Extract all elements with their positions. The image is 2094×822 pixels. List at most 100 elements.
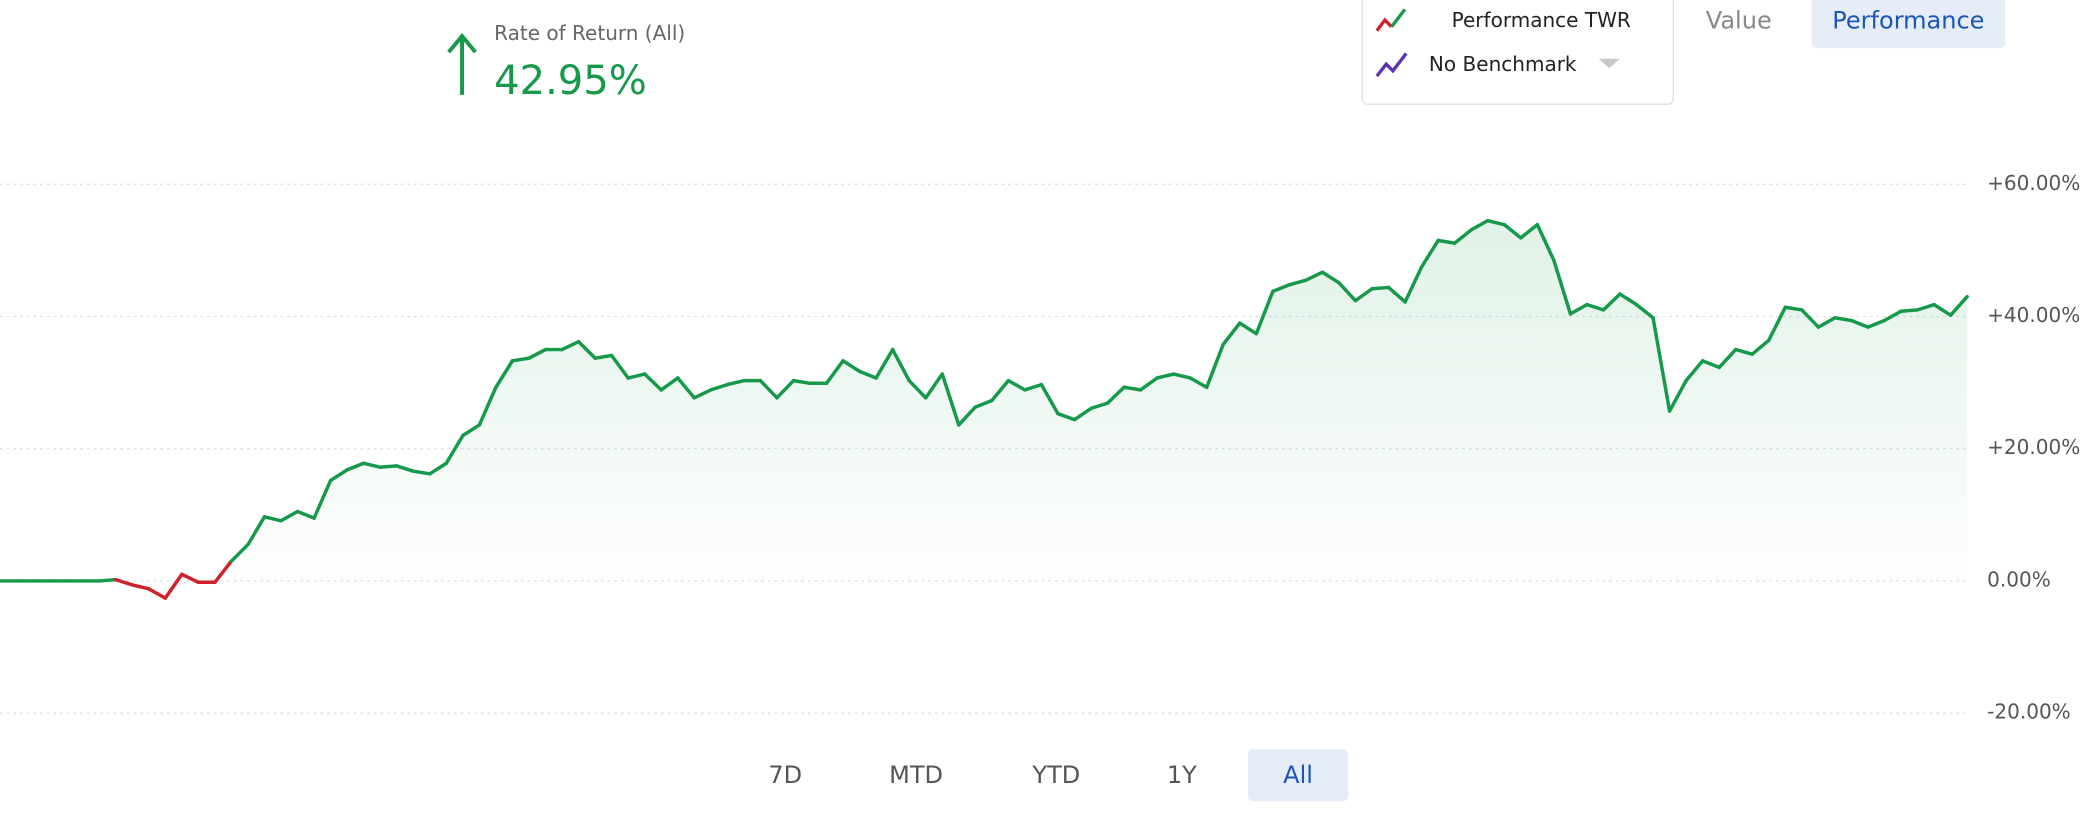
range-button[interactable]: All [1283, 761, 1313, 789]
line-segment [1221, 321, 1242, 347]
line-segment [1568, 302, 1589, 316]
line-segment [642, 372, 663, 392]
line-segment [147, 587, 168, 600]
y-tick-label: -20.00% [1987, 700, 2071, 724]
range-button[interactable]: 1Y [1167, 761, 1197, 789]
line-segment [361, 461, 382, 469]
line-segment [1469, 218, 1490, 232]
line-segment [626, 372, 647, 380]
line-segment [130, 583, 151, 591]
line-segment [1337, 281, 1358, 303]
line-segment [890, 347, 911, 383]
line-segment [1138, 376, 1159, 392]
line-segment [378, 464, 399, 469]
line-segment [1634, 302, 1655, 320]
line-segment [1585, 302, 1606, 312]
line-segment [1800, 308, 1821, 329]
line-segment [576, 339, 597, 360]
line-segment [345, 461, 366, 472]
line-segment [676, 376, 697, 400]
line-segment [1254, 289, 1275, 336]
line-segment [1039, 382, 1060, 416]
benchmark-select[interactable]: No Benchmark [1429, 52, 1577, 76]
line-segment [1072, 406, 1093, 422]
area [0, 220, 1968, 599]
line-segment [1188, 376, 1209, 389]
line-segment [1204, 342, 1225, 389]
legend-icon [1375, 52, 1408, 78]
line-segment [1717, 347, 1738, 370]
range-button[interactable]: YTD [1031, 761, 1080, 789]
line-segment [1056, 411, 1077, 422]
line-segment [1767, 305, 1788, 343]
tab[interactable]: Value [1706, 6, 1772, 34]
range-button[interactable]: MTD [889, 761, 943, 789]
line-segment [1866, 318, 1887, 329]
stat-value: 42.95% [494, 58, 647, 104]
line-segment [113, 577, 134, 587]
stat-label: Rate of Return (All) [494, 21, 685, 45]
tab-active-bg [1811, 0, 2006, 49]
line-segment [1287, 278, 1308, 287]
line-segment [411, 469, 432, 476]
line-segment [990, 378, 1011, 403]
dropdown-caret[interactable] [1598, 58, 1620, 69]
line-segment [1023, 382, 1044, 392]
legend-label[interactable]: Performance TWR [1452, 8, 1631, 32]
line-segment [1155, 372, 1176, 380]
line-segment [328, 468, 349, 483]
line-segment [1089, 401, 1110, 411]
line-segment [1452, 228, 1473, 245]
line-segment [1370, 285, 1391, 291]
range-button[interactable]: 7D [768, 761, 802, 789]
y-tick-label: +40.00% [1987, 303, 2080, 327]
line-segment [1486, 218, 1507, 227]
line-segment [1750, 338, 1771, 356]
line-segment [1353, 287, 1374, 303]
line-segment [725, 378, 746, 387]
line-segment [1915, 302, 1936, 312]
line-segment [758, 378, 779, 400]
line-segment [791, 378, 812, 386]
line-segment [1783, 305, 1804, 312]
line-segment [1948, 294, 1969, 317]
line-segment [213, 559, 234, 584]
line-segment [279, 509, 300, 523]
line-segment [957, 405, 978, 427]
up-arrow [447, 32, 477, 95]
line-segment [1552, 258, 1573, 316]
line-segment [262, 515, 283, 523]
line-segment [444, 433, 465, 466]
line-segment [824, 359, 845, 386]
line-segment [295, 509, 316, 520]
legend-box [1361, 0, 1674, 105]
line-segment [312, 478, 333, 520]
line-segment [923, 372, 944, 400]
line-segment [527, 347, 548, 360]
line-segment [1601, 292, 1622, 312]
tab[interactable]: Performance [1832, 6, 1984, 34]
legend-icon [1390, 8, 1407, 28]
line-segment [97, 577, 118, 583]
line-segment [1833, 316, 1854, 323]
line-segment [1535, 222, 1556, 263]
line-segment [1320, 270, 1341, 285]
line-segment [1171, 372, 1192, 380]
line-segment [709, 382, 730, 392]
line-segment [593, 353, 614, 360]
line-segment [1519, 222, 1540, 240]
y-tick-label: +20.00% [1987, 435, 2080, 459]
line-segment [1849, 318, 1870, 329]
line-segment [1651, 316, 1672, 413]
y-tick-label: 0.00% [1987, 567, 2051, 591]
line-segment [1122, 385, 1143, 392]
line-segment [180, 572, 201, 584]
line-segment [1667, 378, 1688, 413]
line-segment [477, 385, 498, 427]
line-segment [1006, 378, 1027, 392]
line-segment [692, 388, 713, 400]
line-segment [1932, 302, 1953, 317]
stat: Rate of Return (All) 42.95% [447, 21, 685, 104]
